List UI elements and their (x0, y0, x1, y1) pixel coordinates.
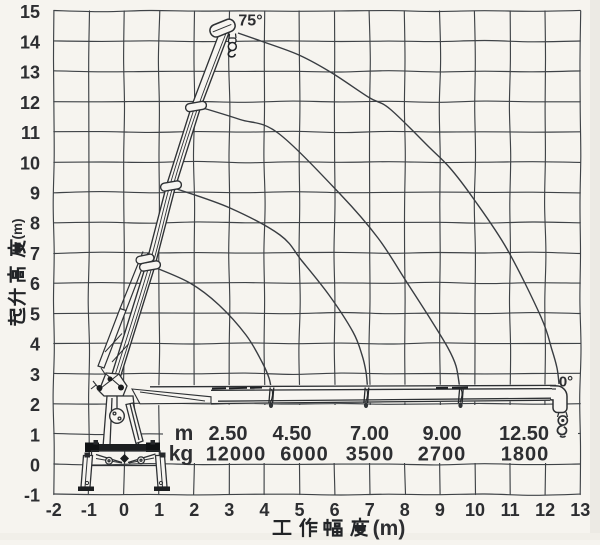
svg-text:10: 10 (20, 153, 40, 173)
svg-text:3500: 3500 (346, 444, 395, 466)
svg-text:4: 4 (30, 335, 40, 355)
svg-text:8: 8 (30, 214, 40, 234)
svg-text:9: 9 (435, 500, 445, 520)
svg-text:13: 13 (20, 63, 40, 83)
svg-text:6000: 6000 (280, 444, 329, 466)
svg-text:2700: 2700 (418, 444, 467, 466)
svg-text:5: 5 (294, 500, 304, 520)
svg-text:1: 1 (30, 425, 40, 445)
svg-text:11: 11 (21, 123, 40, 143)
svg-text:3: 3 (224, 500, 234, 520)
svg-text:7.00: 7.00 (350, 423, 389, 445)
svg-text:6: 6 (30, 274, 40, 294)
svg-text:-2: -2 (46, 500, 62, 520)
svg-text:0°: 0° (559, 374, 573, 391)
svg-text:12: 12 (535, 500, 555, 520)
svg-text:9.00: 9.00 (423, 423, 462, 445)
svg-text:0: 0 (30, 456, 40, 476)
svg-text:(m): (m) (373, 517, 406, 540)
svg-text:12: 12 (20, 93, 40, 113)
svg-text:4.50: 4.50 (273, 423, 312, 445)
svg-text:7: 7 (30, 244, 40, 264)
svg-text:0: 0 (119, 500, 129, 520)
svg-text:12.50: 12.50 (499, 423, 549, 445)
svg-text:4: 4 (259, 500, 269, 520)
svg-text:-1: -1 (24, 486, 40, 506)
svg-text:12000: 12000 (206, 444, 267, 466)
svg-text:3: 3 (30, 365, 40, 385)
svg-text:10: 10 (465, 500, 485, 520)
svg-text:15: 15 (20, 2, 40, 22)
svg-text:kg: kg (169, 443, 194, 466)
svg-text:6: 6 (330, 500, 340, 520)
svg-text:7: 7 (365, 500, 375, 520)
svg-text:75°: 75° (238, 13, 262, 30)
svg-text:(m): (m) (10, 219, 25, 240)
svg-text:2: 2 (30, 395, 40, 415)
svg-text:9: 9 (30, 184, 40, 204)
svg-text:1800: 1800 (501, 444, 550, 466)
svg-text:2: 2 (189, 500, 199, 520)
svg-text:8: 8 (400, 500, 410, 520)
svg-text:-1: -1 (81, 500, 97, 520)
svg-text:m: m (175, 422, 194, 445)
svg-text:11: 11 (501, 500, 520, 520)
svg-text:5: 5 (30, 304, 40, 324)
svg-text:14: 14 (20, 32, 40, 52)
svg-text:1: 1 (154, 500, 164, 520)
svg-text:2.50: 2.50 (209, 423, 248, 445)
svg-text:13: 13 (570, 500, 590, 520)
